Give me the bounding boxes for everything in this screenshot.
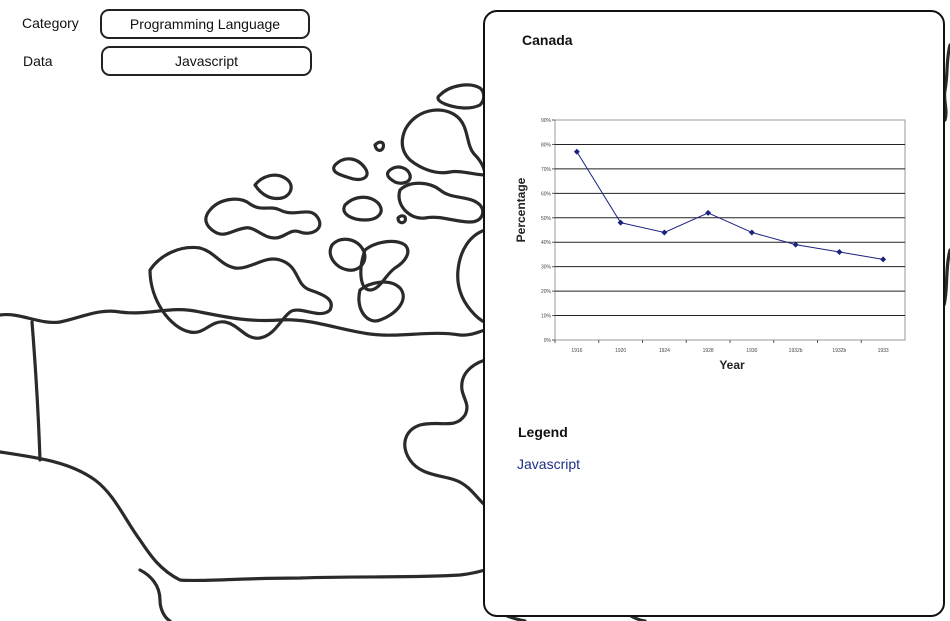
y-tick-label: 30% [541,265,552,271]
data-point-marker [880,256,887,263]
panel-title: Canada [522,32,573,48]
legend-title: Legend [518,424,568,440]
y-tick-label: 50% [541,216,552,222]
x-axis-title: Year [719,358,745,372]
x-tick-label: 1928 [703,348,714,354]
x-tick-label: 1930 [746,348,757,354]
data-point-marker [661,229,668,236]
y-tick-label: 90% [541,118,552,124]
series-line [576,151,884,260]
data-label: Data [23,53,53,69]
category-label: Category [22,15,79,31]
y-tick-label: 40% [541,240,552,246]
data-point-marker [705,209,712,216]
x-tick-label: 1932b [789,348,803,354]
legend-item-javascript[interactable]: Javascript [517,456,581,472]
line-chart: 0% 10% 20% 30% 40% 50% 60% 70% 80% 90% 1916 1920 192… [514,118,906,372]
x-tick-label: 1932b [832,348,846,354]
chart-panel: Canada 0% 10% 20% 30% 40% 50% 60% 70% 80% 90% 1916… [483,10,945,617]
data-point-marker [748,229,755,236]
y-tick-label: 10% [541,314,552,320]
y-tick-label: 0% [544,338,552,344]
x-tick-label: 1933 [878,348,889,354]
y-tick-label: 20% [541,289,552,295]
y-tick-label: 80% [541,142,552,148]
data-point-marker [617,219,624,226]
data-point-marker [792,241,799,248]
data-point-marker [573,148,580,155]
y-tick-label: 70% [541,167,552,173]
x-tick-label: 1924 [659,348,670,354]
data-select[interactable]: Javascript [101,46,312,76]
y-axis-title: Percentage [514,177,528,242]
plot-area [554,119,906,341]
x-tick-label: 1920 [615,348,626,354]
y-tick-label: 60% [541,191,552,197]
category-select[interactable]: Programming Language [100,9,310,39]
x-tick-label: 1916 [571,348,582,354]
data-point-marker [836,249,843,255]
